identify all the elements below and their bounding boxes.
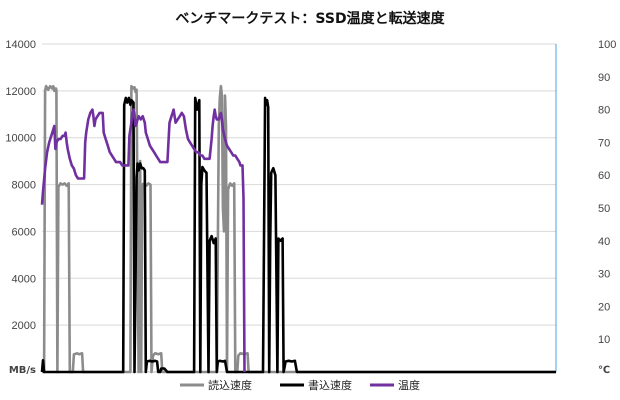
y2-tick-label: 10 <box>598 334 610 346</box>
legend-label: 温度 <box>398 378 420 392</box>
y-tick-label: 4000 <box>12 273 36 285</box>
y2-tick-label: 90 <box>598 72 610 84</box>
y-tick-label: 14000 <box>5 39 36 51</box>
y2-tick-label: 40 <box>598 236 610 248</box>
y-tick-label: 8000 <box>12 180 36 192</box>
y-axis-unit: MB/s <box>9 365 36 376</box>
series-line-2 <box>40 96 556 374</box>
legend-label: 書込速度 <box>308 378 352 392</box>
y-tick-label: 12000 <box>5 86 36 98</box>
y-tick-label: 2000 <box>12 320 36 332</box>
y2-axis-unit: ℃ <box>598 365 610 376</box>
series-line-3 <box>40 108 246 373</box>
y-tick-label: 10000 <box>5 133 36 145</box>
y-tick-label: 6000 <box>12 226 36 238</box>
y2-tick-label: 100 <box>598 39 616 51</box>
y2-tick-label: 20 <box>598 301 610 313</box>
series-line-1 <box>42 84 556 374</box>
chart-title: ベンチマークテスト：SSD温度と転送速度 <box>175 11 445 27</box>
y2-tick-label: 70 <box>598 137 610 149</box>
y2-tick-label: 60 <box>598 170 610 182</box>
y2-tick-label: 50 <box>598 203 610 215</box>
legend-label: 読込速度 <box>208 378 252 392</box>
y2-tick-label: 80 <box>598 105 610 117</box>
y2-tick-label: 30 <box>598 269 610 281</box>
